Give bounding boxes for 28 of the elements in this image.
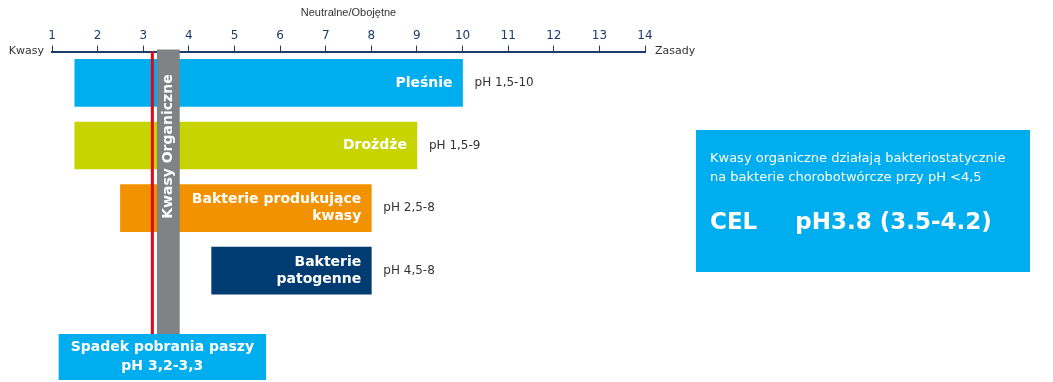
text: Kwasy (8, 44, 45, 58)
data-label: pH 2,5-8 (383, 200, 435, 215)
x-tick-label: 7 (321, 27, 330, 42)
x-tick-label: 12 (546, 27, 562, 42)
x-tick-label: 8 (367, 27, 376, 42)
y-tick-label: Bakterie patogenne (276, 252, 362, 286)
x-axis-title: Neutralne/Obojętne (300, 5, 397, 18)
x-tick-label: 6 (276, 27, 284, 42)
y-tick-label: Pleśnie (395, 73, 453, 90)
note-panel: Kwasy organiczne działają bakteriostatycznie na bakterie chorobotwórcze przy pH <4,5 CEL pH3.8 (3.5-4.2) (696, 130, 1030, 272)
y-tick-label: Drożdże (342, 136, 407, 153)
data-label: pH 1,5-10 (474, 75, 534, 90)
x-tick-label: 3 (139, 27, 148, 42)
x-tick-label: 11 (500, 27, 516, 42)
y-tick-label: Bakterie produkujące kwasy (191, 190, 362, 224)
x-tick-label: 14 (637, 27, 653, 42)
text: Zasady (655, 44, 696, 58)
x-tick-label: 4 (185, 27, 193, 42)
x-tick-label: 10 (454, 27, 471, 42)
x-tick-label: 13 (591, 27, 608, 42)
x-tick-label: 2 (93, 27, 102, 42)
ref-line-label: Spadek pobrania paszy pH 3,2-3,3 (70, 337, 255, 373)
x-tick-label: 9 (413, 27, 421, 42)
band-label: Kwasy Organiczne (158, 74, 175, 219)
data-label: pH 1,5-9 (428, 137, 481, 152)
x-tick-label: 1 (48, 27, 56, 42)
x-tick-label: 5 (230, 27, 239, 42)
data-label: pH 4,5-8 (383, 262, 435, 277)
